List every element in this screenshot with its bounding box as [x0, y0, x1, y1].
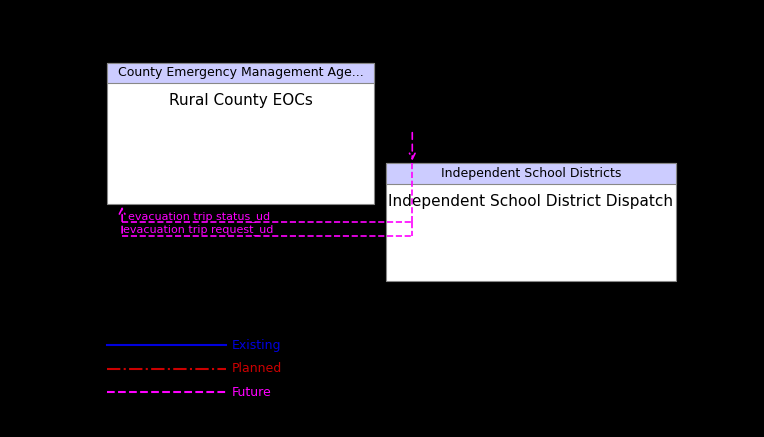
Bar	[386, 163, 676, 184]
Text: Independent School Districts: Independent School Districts	[441, 167, 621, 180]
Text: Rural County EOCs: Rural County EOCs	[169, 93, 312, 108]
Text: evacuation trip status_ud: evacuation trip status_ud	[128, 211, 270, 222]
Text: Future: Future	[231, 386, 271, 399]
Text: Independent School District Dispatch: Independent School District Dispatch	[388, 194, 673, 209]
Bar	[107, 62, 374, 204]
Text: Planned: Planned	[231, 362, 282, 375]
Bar	[107, 62, 374, 83]
Bar	[386, 163, 676, 281]
Text: County Emergency Management Age...: County Emergency Management Age...	[118, 66, 364, 79]
Text: Existing: Existing	[231, 339, 281, 352]
Text: evacuation trip request_ud: evacuation trip request_ud	[123, 225, 274, 236]
